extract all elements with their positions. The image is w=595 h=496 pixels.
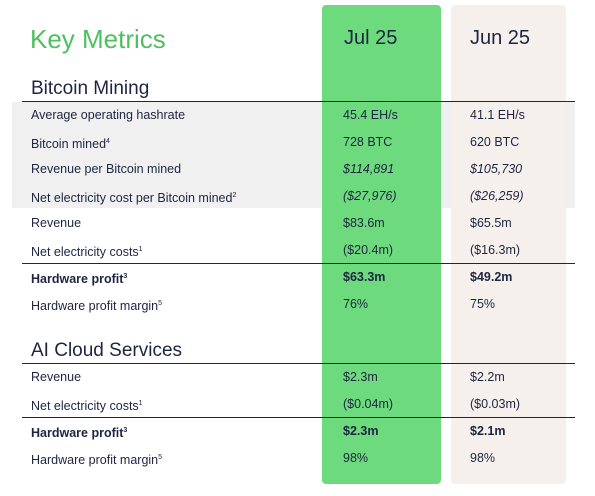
label-text: Hardware profit — [31, 426, 124, 440]
title: Key Metrics — [30, 24, 166, 54]
label-text: Hardware profit — [31, 272, 124, 286]
section-title: AI Cloud Services — [31, 340, 183, 361]
cell-value: $65.5m — [470, 216, 512, 230]
cell-value: $49.2m — [470, 270, 513, 284]
cell-value: 45.4 EH/s — [343, 108, 398, 122]
row-label: Hardware profit3 — [31, 270, 127, 286]
cell-value: $114,891 — [343, 162, 395, 176]
cell-value: $83.6m — [343, 216, 385, 230]
label-text: Revenue per Bitcoin mined — [31, 162, 182, 176]
cell-value: 75% — [470, 297, 496, 311]
cell-value: $105,730 — [470, 162, 523, 176]
prior-column-bg — [451, 5, 566, 484]
column-header: Jun 25 — [470, 27, 531, 49]
footnote: 2 — [232, 192, 237, 199]
label-text: Net electricity costs — [31, 245, 139, 259]
label-text: Revenue — [31, 216, 82, 230]
rule — [22, 417, 575, 418]
section-title: Bitcoin Mining — [31, 78, 150, 99]
cell-value: 98% — [343, 451, 369, 465]
rule — [22, 263, 575, 264]
footnote: 5 — [158, 300, 163, 307]
row-label: Revenue per Bitcoin mined — [31, 162, 181, 176]
label-text: Net electricity costs — [31, 399, 139, 413]
cell-value: $2.1m — [470, 424, 506, 438]
footnote: 5 — [158, 454, 163, 461]
row-label: Net electricity costs1 — [31, 243, 143, 259]
label-text: Hardware profit margin — [31, 453, 159, 467]
row-label: Average operating hashrate — [31, 108, 185, 122]
cell-value: $2.2m — [470, 370, 505, 384]
cell-value: ($16.3m) — [470, 243, 521, 257]
column-header: Jul 25 — [344, 27, 398, 49]
label-text: Revenue — [31, 370, 82, 384]
footnote: 3 — [123, 273, 128, 280]
row-label: Net electricity costs1 — [31, 397, 143, 413]
cell-value: $63.3m — [343, 270, 386, 284]
row-label: Revenue — [31, 216, 81, 230]
cell-value: ($0.04m) — [343, 397, 394, 411]
current-column-bg — [322, 5, 441, 484]
cell-value: 620 BTC — [470, 135, 520, 149]
label-text: Net electricity cost per Bitcoin mined — [31, 191, 233, 205]
rule — [22, 363, 575, 364]
row-label: Bitcoin mined4 — [31, 135, 110, 151]
cell-value: ($0.03m) — [470, 397, 521, 411]
cell-value: 98% — [470, 451, 496, 465]
rule — [22, 101, 575, 102]
row-label: Revenue — [31, 370, 81, 384]
footnote: 3 — [123, 427, 128, 434]
row-label: Hardware profit margin5 — [31, 451, 162, 467]
label-text: Hardware profit margin — [31, 299, 159, 313]
footnote: 1 — [138, 400, 143, 407]
row-label: Net electricity cost per Bitcoin mined2 — [31, 189, 236, 205]
cell-value: ($26,259) — [470, 189, 524, 203]
cell-value: $2.3m — [343, 424, 379, 438]
footnote: 1 — [138, 246, 143, 253]
cell-value: 76% — [343, 297, 369, 311]
cell-value: ($27,976) — [343, 189, 397, 203]
cell-value: 41.1 EH/s — [470, 108, 525, 122]
cell-value: $2.3m — [343, 370, 378, 384]
label-text: Bitcoin mined — [31, 137, 107, 151]
row-label: Hardware profit3 — [31, 424, 127, 440]
footnote: 4 — [106, 138, 110, 145]
cell-value: 728 BTC — [343, 135, 393, 149]
row-label: Hardware profit margin5 — [31, 297, 162, 313]
cell-value: ($20.4m) — [343, 243, 394, 257]
label-text: Average operating hashrate — [31, 108, 186, 122]
